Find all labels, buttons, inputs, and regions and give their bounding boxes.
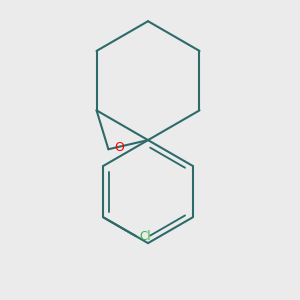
Text: O: O <box>114 141 124 154</box>
Text: Cl: Cl <box>139 230 151 243</box>
